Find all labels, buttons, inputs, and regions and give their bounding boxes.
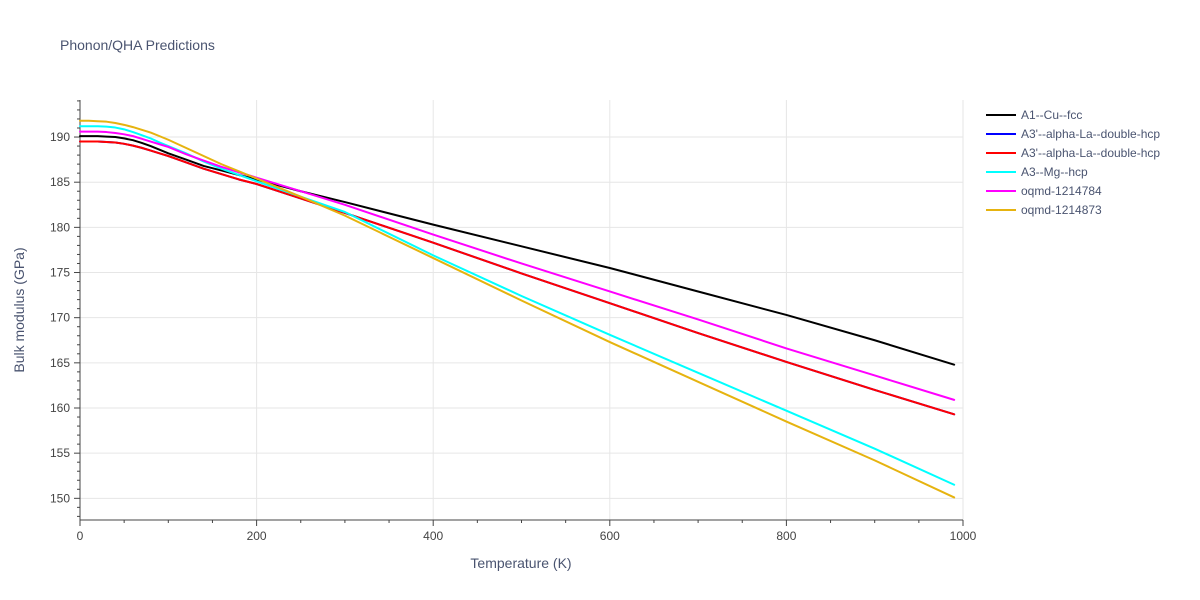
legend-label: A1--Cu--fcc [1021, 108, 1082, 122]
x-tick-label: 0 [77, 529, 84, 543]
y-tick-label: 175 [50, 266, 70, 280]
grid-layer [80, 100, 964, 520]
x-tick-label: 200 [247, 529, 267, 543]
series-line-2 [79, 140, 956, 416]
axes: 150 155 160 165 170 175 180 185 190 0 200 400 600 800… [50, 100, 977, 543]
y-tick-label: 180 [50, 220, 70, 234]
y-tick-label: 190 [50, 130, 70, 144]
x-tick-label: 800 [776, 529, 796, 543]
x-tick-label: 600 [600, 529, 620, 543]
legend-label: A3'--alpha-La--double-hcp [1021, 146, 1160, 160]
legend: A1--Cu--fcc A3'--alpha-La--double-hcp A3'-… [986, 108, 1160, 217]
y-tick-label: 160 [50, 401, 70, 415]
series-line-3 [79, 125, 956, 486]
y-tick-label: 170 [50, 311, 70, 325]
y-tick-label: 185 [50, 175, 70, 189]
x-axis-title: Temperature (K) [470, 555, 571, 571]
series-line-4 [79, 130, 956, 401]
y-tick-label: 155 [50, 446, 70, 460]
x-tick-label: 1000 [950, 529, 977, 543]
y-axis-title: Bulk modulus (GPa) [11, 247, 27, 372]
series-line-5 [79, 119, 956, 499]
legend-label: A3--Mg--hcp [1021, 165, 1088, 179]
chart-title: Phonon/QHA Predictions [60, 37, 215, 53]
legend-label: oqmd-1214784 [1021, 184, 1102, 198]
series-line-0 [79, 135, 956, 366]
y-tick-label: 165 [50, 356, 70, 370]
y-tick-label: 150 [50, 491, 70, 505]
x-tick-label: 400 [423, 529, 443, 543]
plot-area [79, 119, 956, 499]
legend-label: oqmd-1214873 [1021, 203, 1102, 217]
legend-label: A3'--alpha-La--double-hcp [1021, 127, 1160, 141]
